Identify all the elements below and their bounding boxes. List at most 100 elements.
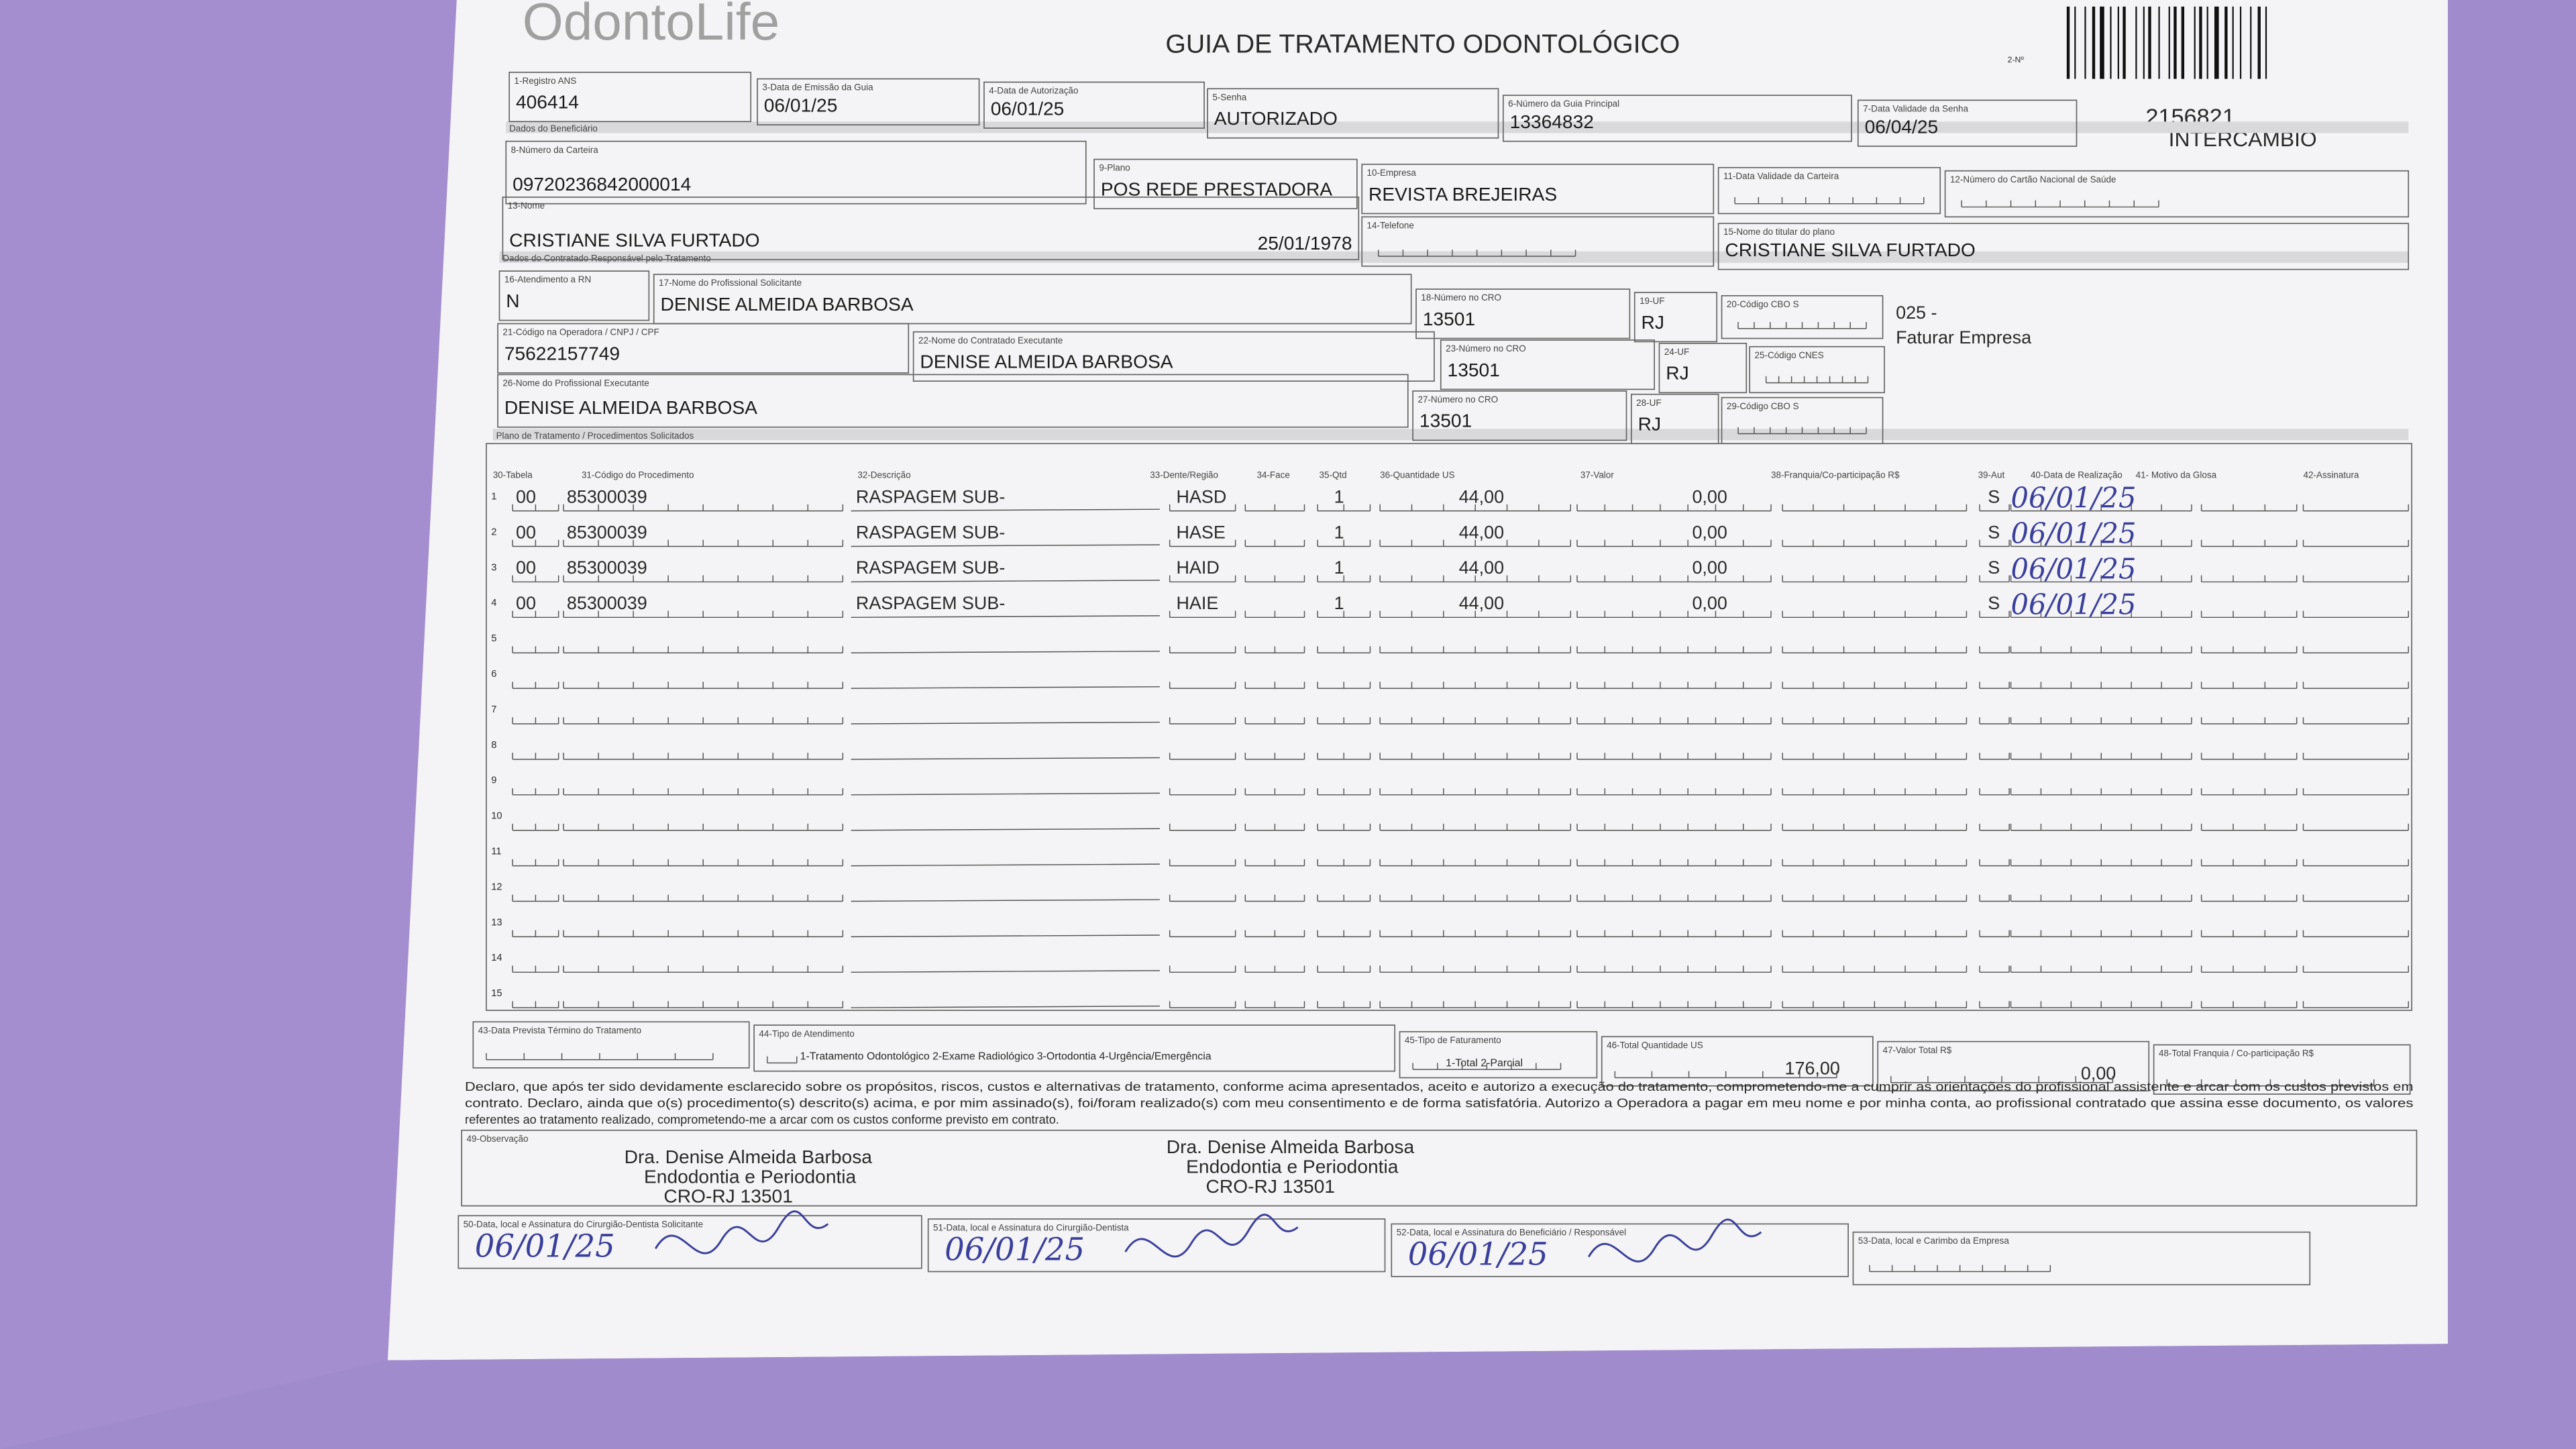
- cell-qty: 1: [1334, 486, 1344, 506]
- column-header: 41- Motivo da Glosa: [2136, 470, 2217, 480]
- field-box: [1361, 164, 1715, 215]
- barcode-bar: [2110, 6, 2112, 79]
- logo: OdontoLife: [523, 0, 780, 51]
- field-box: [1502, 95, 1852, 142]
- section-label: Plano de Tratamento / Procedimentos Soli…: [496, 431, 694, 441]
- barcode-bar: [2135, 6, 2137, 79]
- total-box: [753, 1024, 1396, 1072]
- field-box: [1717, 166, 1941, 215]
- column-header: 32-Descrição: [857, 470, 910, 480]
- cell-aut: S: [1988, 557, 2000, 578]
- field-label: 3-Data de Emissão da Guia: [762, 83, 873, 93]
- barcode-bar: [2158, 6, 2160, 79]
- field-value: 13501: [1448, 360, 1500, 380]
- field-box: [502, 197, 1360, 260]
- total-label: 45-Tipo de Faturamento: [1405, 1035, 1501, 1045]
- field-box: [1658, 342, 1748, 394]
- description-line: [851, 651, 1160, 653]
- column-header: 31-Código do Procedimento: [582, 470, 694, 480]
- field-value: DENISE ALMEIDA BARBOSA: [920, 352, 1173, 372]
- cell-code: 85300039: [567, 486, 647, 506]
- stamp-line: Endodontia e Periodontia: [1186, 1157, 1399, 1177]
- field-value: 75622157749: [504, 343, 620, 364]
- cell-tooth: HAIE: [1176, 593, 1218, 613]
- field-value: REVISTA BREJEIRAS: [1368, 184, 1557, 205]
- field-box: [653, 274, 1412, 325]
- field-box: [1721, 294, 1884, 339]
- field-label: 25-Código CNES: [1755, 350, 1824, 360]
- cell-description: RASPAGEM SUB-: [856, 557, 1005, 578]
- total-label: 44-Tipo de Atendimento: [759, 1028, 854, 1038]
- section-label: Dados do Contratado Responsável pelo Tra…: [502, 253, 710, 263]
- signature-label: 50-Data, local e Assinatura do Cirurgião…: [464, 1219, 703, 1229]
- field-label: 15-Nome do titular do plano: [1723, 227, 1835, 237]
- description-line: [851, 580, 1160, 583]
- field-label: 9-Plano: [1099, 163, 1130, 173]
- total-box: [1601, 1036, 1874, 1087]
- cell-date: 06/01/25: [2011, 588, 2137, 621]
- field-value: CRISTIANE SILVA FURTADO: [1725, 239, 1975, 260]
- description-line: [851, 899, 1160, 902]
- barcode-bar: [2194, 6, 2196, 79]
- field-label: 26-Nome do Profissional Executante: [502, 378, 649, 388]
- row-number: 9: [491, 775, 496, 786]
- barcode-bar: [2084, 6, 2086, 79]
- cell-description: RASPAGEM SUB-: [856, 486, 1005, 506]
- field-box: [1749, 345, 1885, 394]
- cell-value: 0,00: [1692, 486, 1727, 506]
- barcode-bar: [2066, 6, 2070, 79]
- cell-code: 85300039: [567, 522, 647, 542]
- cell-aut: S: [1988, 522, 2000, 542]
- cell-us: 44,00: [1459, 522, 1504, 542]
- total-box: [472, 1021, 750, 1069]
- field-value: RJ: [1638, 414, 1661, 435]
- field-box: [1633, 292, 1718, 343]
- field-value: POS REDE PRESTADORA: [1101, 178, 1332, 199]
- total-value: 0,00: [2081, 1063, 2116, 1083]
- column-header: 42-Assinatura: [2303, 470, 2359, 480]
- field-label: 8-Número da Carteira: [511, 145, 599, 155]
- barcode-bar: [2074, 6, 2076, 79]
- barcode-bar: [2181, 6, 2185, 79]
- field-box: [498, 270, 650, 321]
- row-number: 13: [491, 917, 502, 928]
- field-value: DENISE ALMEIDA BARBOSA: [504, 397, 757, 418]
- field-value: CRISTIANE SILVA FURTADO: [509, 229, 759, 250]
- field-label: 12-Número do Cartão Nacional de Saúde: [1950, 174, 2116, 184]
- field-label: 16-Atendimento a RN: [504, 274, 591, 284]
- field-box: [1415, 288, 1631, 339]
- cell-aut: S: [1988, 486, 2000, 506]
- field-label: 13-Nome: [508, 201, 545, 211]
- cell-tooth: HASE: [1176, 522, 1225, 542]
- cell-us: 44,00: [1459, 593, 1504, 613]
- cell-code: 85300039: [567, 557, 647, 578]
- description-line: [851, 757, 1160, 760]
- field-label: 18-Número no CRO: [1421, 292, 1501, 303]
- cell-value: 0,00: [1692, 593, 1727, 613]
- field-box: [1093, 158, 1358, 209]
- cell-date: 06/01/25: [2011, 553, 2137, 586]
- row-number: 1: [491, 491, 496, 502]
- signature-box: [927, 1218, 1386, 1273]
- barcode-bar: [2232, 6, 2234, 79]
- field-label: 4-Data de Autorização: [989, 86, 1078, 96]
- copy-number: 2-Nº: [2008, 55, 2025, 64]
- section-band: [506, 121, 2409, 133]
- field-label: 11-Data Validade da Carteira: [1723, 171, 1839, 181]
- signature-date: 06/01/25: [1408, 1236, 1548, 1273]
- column-header: 33-Dente/Região: [1150, 470, 1218, 480]
- signature-label: 52-Data, local e Assinatura do Beneficiá…: [1397, 1228, 1627, 1238]
- field-label: 22-Nome do Contratado Executante: [918, 335, 1063, 345]
- cell-qty: 1: [1334, 557, 1344, 578]
- field-label: 23-Número no CRO: [1446, 343, 1526, 354]
- barcode-bar: [2239, 6, 2242, 79]
- form-title: GUIA DE TRATAMENTO ODONTOLÓGICO: [1165, 30, 1680, 58]
- cell-value: 0,00: [1692, 522, 1727, 542]
- field-box: [1207, 88, 1499, 139]
- total-box: [2153, 1044, 2411, 1095]
- field-label: 10-Empresa: [1367, 168, 1417, 178]
- field-value: AUTORIZADO: [1214, 108, 1338, 129]
- declaration-line: contrato. Declaro, ainda que o(s) proced…: [465, 1097, 2413, 1110]
- field-label: 1-Registro ANS: [515, 76, 577, 86]
- field-box: [1717, 223, 2410, 270]
